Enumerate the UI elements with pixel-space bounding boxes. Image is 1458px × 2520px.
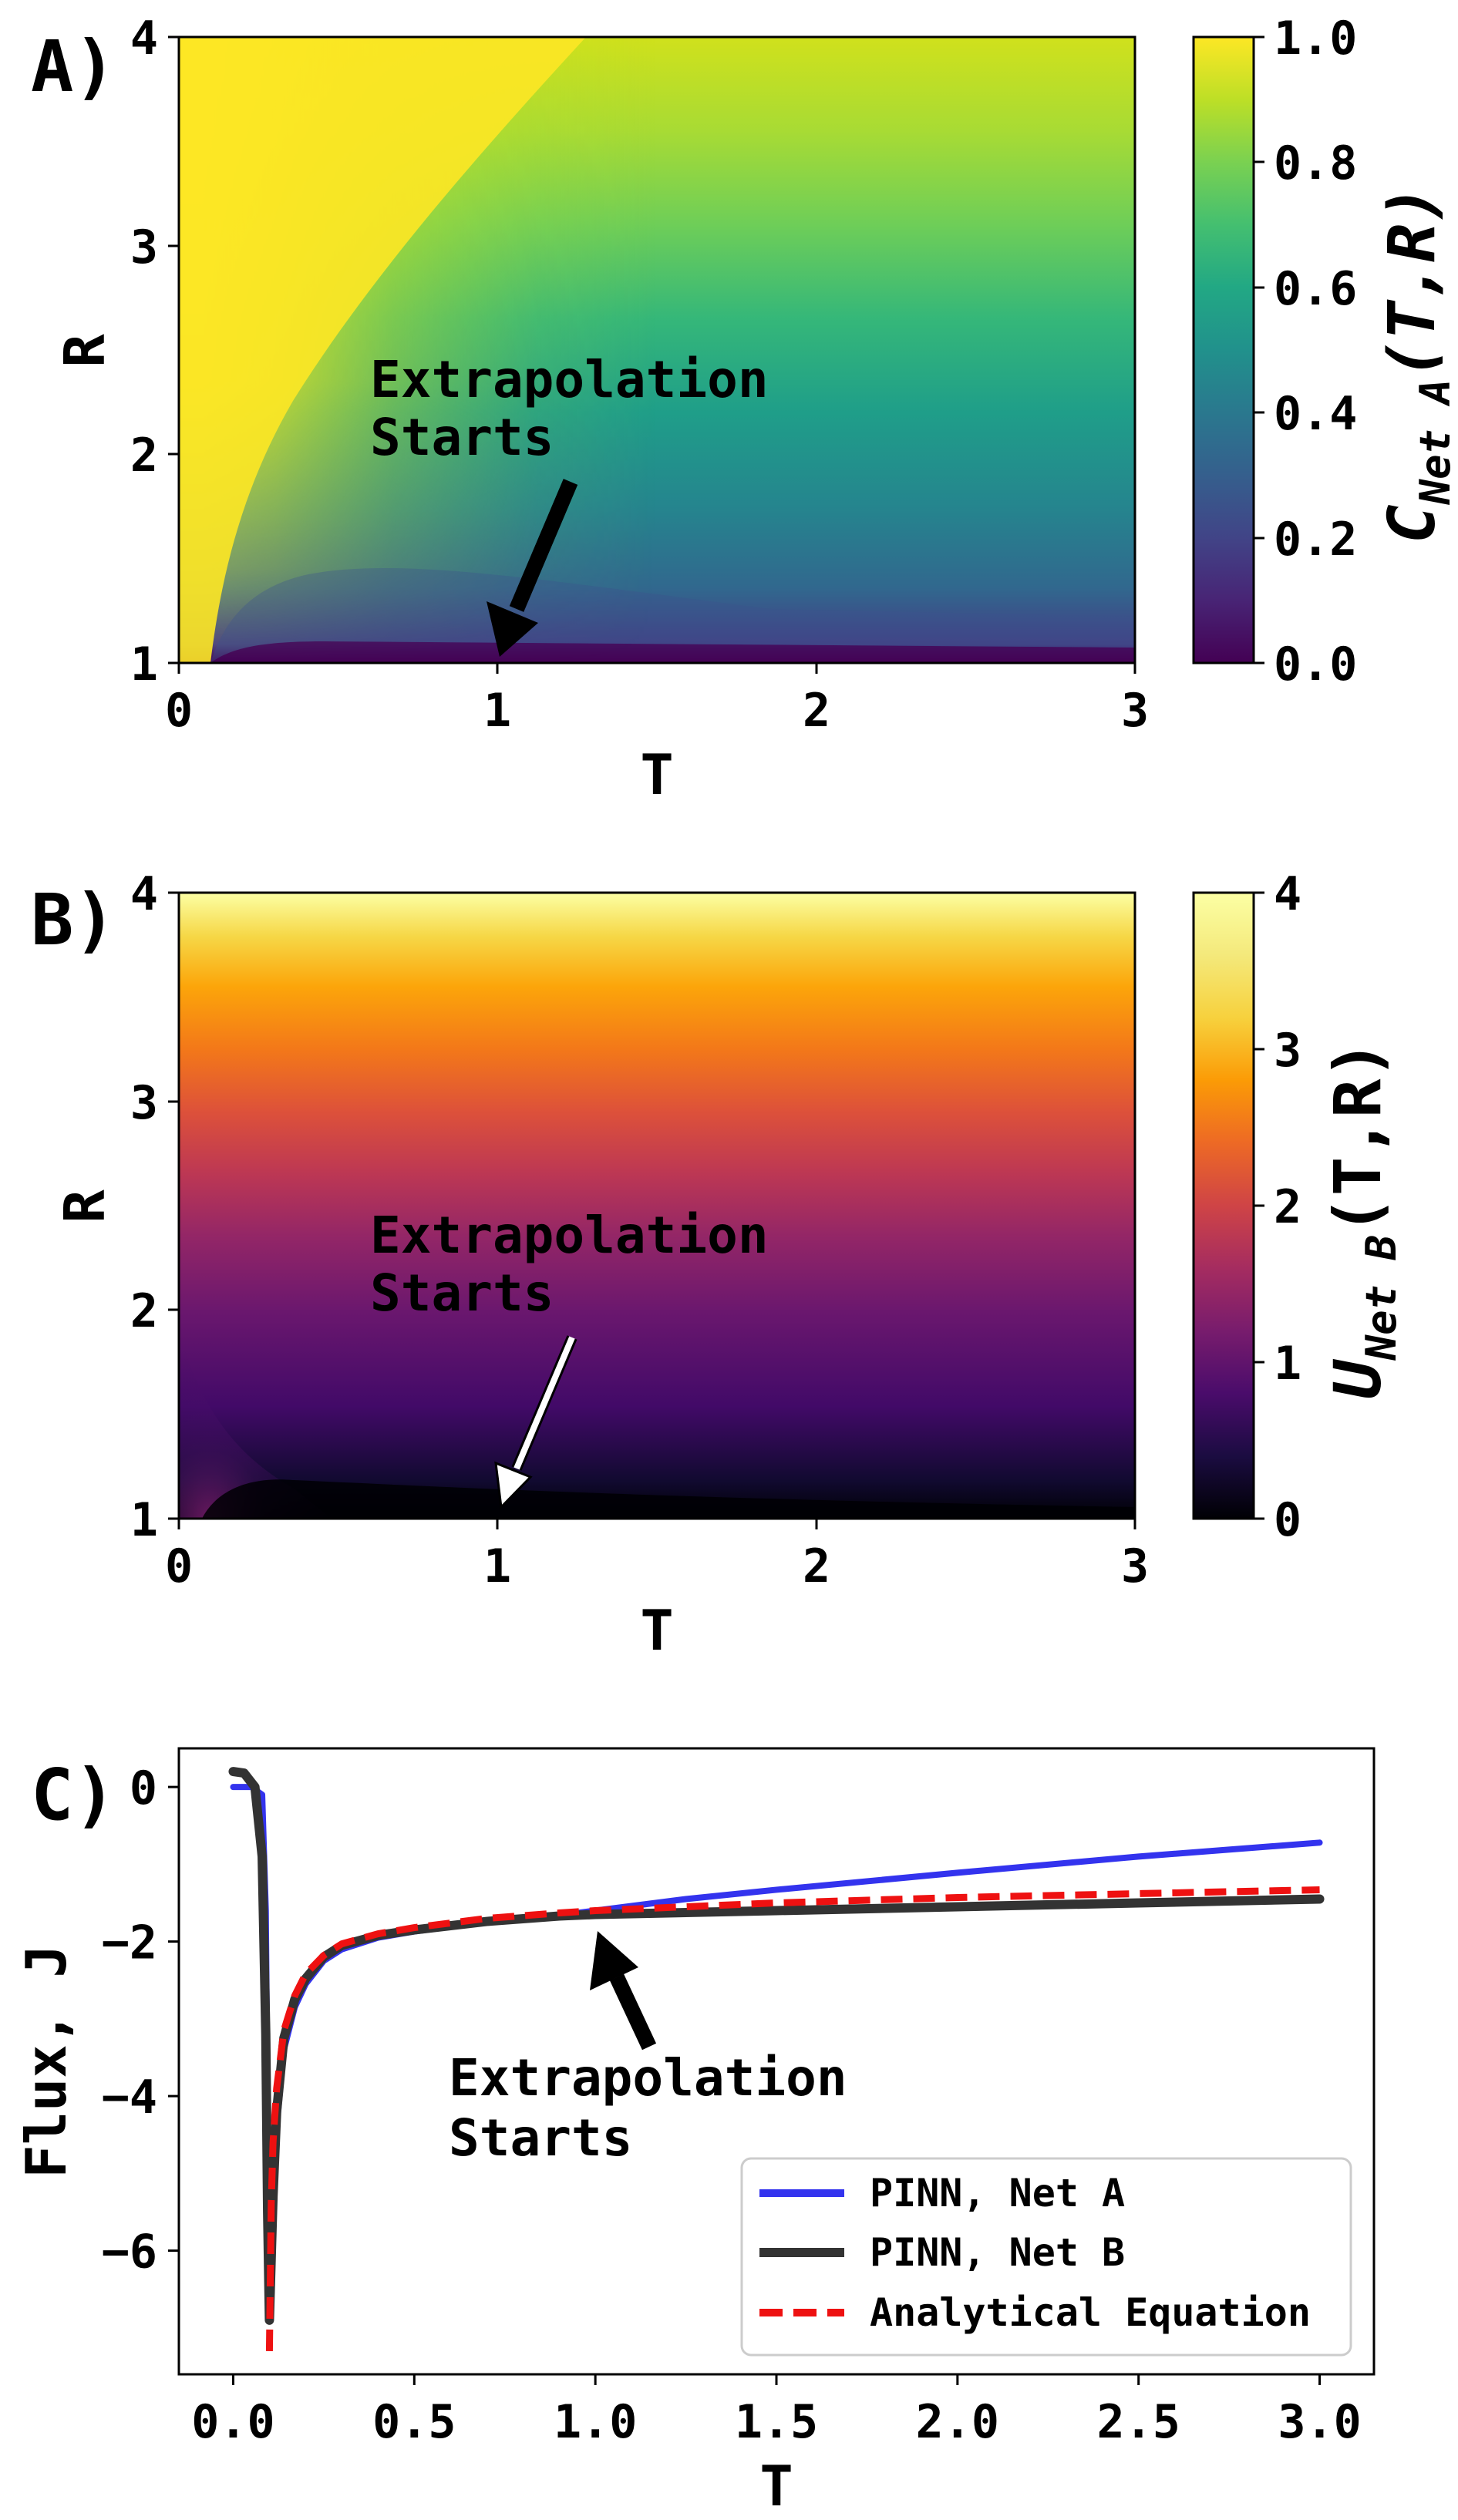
panel-b-arrow-shaft [513, 1336, 575, 1470]
panel-a-annotation-line2: Starts [370, 408, 554, 467]
panel-c-ytick: 0 [130, 1761, 157, 1815]
panel-b-xtick: 0 [165, 1539, 193, 1593]
panel-b-annotation-line2: Starts [370, 1263, 554, 1323]
panel-b-y-axis: 1 2 3 4 R [52, 867, 179, 1547]
panel-a-y-axis: 1 2 3 4 R [52, 12, 179, 691]
panel-a-colorbar-bar [1192, 35, 1255, 664]
panel-c-xtick: 3.0 [1278, 2395, 1361, 2449]
panel-c-arrow-shaft [609, 1973, 657, 2051]
panel-a-ytick: 4 [130, 12, 158, 66]
panel-a-cbar-tick: 0.6 [1274, 262, 1357, 316]
panel-a-xtick: 2 [803, 684, 830, 738]
panel-b-xlabel: T [640, 1598, 673, 1663]
panel-a-ytick: 3 [130, 220, 158, 274]
panel-b-cbar-tick: 4 [1274, 867, 1301, 921]
panel-a-arrow-shaft [509, 479, 578, 612]
panel-a-frame [177, 35, 1136, 664]
panel-b-ytick: 2 [130, 1284, 158, 1338]
panel-b-ylabel: R [52, 1189, 117, 1223]
panel-a-cbar-tick: 0.0 [1274, 638, 1357, 691]
panel-b-colorbar-bar [1192, 891, 1255, 1520]
panel-c-annotation-line2: Starts [449, 2108, 632, 2168]
panel-b-cbar-tick: 3 [1274, 1024, 1301, 1078]
panel-b-x-axis: 0 1 2 3 T [165, 1519, 1149, 1663]
panel-c-legend: PINN, Net A PINN, Net B Analytical Equat… [740, 2157, 1352, 2357]
panel-c-annotation-line1: Extrapolation [449, 2048, 847, 2108]
panel-b-xtick: 2 [803, 1539, 830, 1593]
panel-b-heatmap [177, 891, 1136, 1520]
panel-b-cbar-tick: 0 [1274, 1493, 1301, 1547]
panel-b-field-base [179, 893, 1135, 1519]
panel-b-arrow-head [494, 1461, 533, 1510]
panel-b-annotation-line1: Extrapolation [370, 1206, 769, 1265]
panel-c-series [228, 1767, 1325, 2351]
panel-b-colorbar-ticks: 0 1 2 3 4 [1254, 867, 1301, 1547]
panel-a-annotation-line1: Extrapolation [370, 350, 769, 409]
panel-c-annotation: Extrapolation Starts [449, 1931, 847, 2168]
panel-a-colorbar-ticks: 0.0 0.2 0.4 0.6 0.8 1.0 [1254, 12, 1357, 691]
panel-c-xtick: 0.5 [372, 2395, 456, 2449]
panel-c-label: C) [31, 1754, 116, 1836]
panel-c-y-axis: 0 −2 −4 −6 [102, 1761, 179, 2279]
panel-a-x-axis: 0 1 2 3 T [165, 663, 1149, 807]
panel-c: C) 0.0 0.5 1.0 1.5 2.0 2.5 3.0 0 −2 −4 −6 T Flux,… [14, 1747, 1376, 2518]
panel-b-cbar-tick: 2 [1274, 1180, 1301, 1234]
panel-c-arrow-head [590, 1931, 638, 1990]
panel-c-legend-label-analytical: Analytical Equation [870, 2290, 1311, 2335]
panel-c-series-pinn-net-b [228, 1767, 1325, 2325]
panel-b-ytick: 1 [130, 1493, 158, 1547]
panel-a-cbar-tick: 0.4 [1274, 387, 1357, 441]
panel-a-arrow-head [487, 601, 538, 657]
panel-a-label: A) [31, 25, 116, 108]
panel-a-colorbar: 0.0 0.2 0.4 0.6 0.8 1.0 CNet A(T,R) [1192, 12, 1458, 691]
panel-b-frame [177, 891, 1136, 1520]
panel-c-legend-box [740, 2157, 1352, 2357]
panel-a-xtick: 1 [483, 684, 511, 738]
panel-a-annotation: Extrapolation Starts [370, 350, 769, 657]
panel-c-xtick: 2.5 [1097, 2395, 1180, 2449]
panel-b-ytick: 4 [130, 867, 158, 921]
panel-c-ylabel: Flux, J [14, 1944, 79, 2178]
panel-c-x-axis: 0.0 0.5 1.0 1.5 2.0 2.5 3.0 [191, 2374, 1362, 2449]
panel-c-xtick: 1.5 [735, 2395, 818, 2449]
panel-b-colorbar-label: UNet B(T,R) [1320, 1040, 1406, 1399]
panel-c-legend-label-net-a: PINN, Net A [870, 2171, 1125, 2216]
panel-c-xtick: 2.0 [916, 2395, 999, 2449]
panel-b-field-corner-glow [179, 1326, 332, 1519]
panel-a-ytick: 2 [130, 429, 158, 483]
panel-a-xtick: 3 [1121, 684, 1149, 738]
panel-b-ytick: 3 [130, 1076, 158, 1130]
panel-c-ytick: −4 [102, 2071, 157, 2125]
panel-a-ytick: 1 [130, 638, 158, 691]
panel-a-xtick: 0 [165, 684, 193, 738]
panel-a-field-wedge [179, 37, 586, 663]
panel-c-xtick: 0.0 [191, 2395, 274, 2449]
panel-c-ytick: −6 [102, 2226, 157, 2279]
panel-b-cbar-tick: 1 [1274, 1337, 1301, 1391]
panel-c-legend-label-net-b: PINN, Net B [870, 2230, 1125, 2275]
panel-b-label: B) [31, 879, 116, 961]
panel-a-field-dark-strip [210, 641, 1135, 663]
panel-b-field-corner-dark [202, 1479, 1135, 1519]
panel-a-ylabel: R [52, 334, 117, 368]
panel-c-ytick: −2 [102, 1916, 157, 1970]
panel-a-cbar-tick: 0.8 [1274, 136, 1357, 190]
panel-b-colorbar: 0 1 2 3 4 UNet B(T,R) [1192, 867, 1406, 1547]
panel-c-xtick: 1.0 [554, 2395, 637, 2449]
panel-b-xtick: 1 [483, 1539, 511, 1593]
panel-a-xlabel: T [640, 742, 673, 807]
panel-a-cbar-tick: 1.0 [1274, 12, 1357, 66]
panel-a-field-dark-edge [210, 567, 1135, 663]
panel-c-xlabel: T [759, 2454, 793, 2518]
panel-b-annotation: Extrapolation Starts [370, 1206, 769, 1510]
panel-b: B) 0 1 2 3 T 1 2 3 4 R [31, 867, 1406, 1663]
panel-a-heatmap [177, 35, 1136, 664]
panel-a-cbar-tick: 0.2 [1274, 513, 1357, 567]
panel-b-xtick: 3 [1121, 1539, 1149, 1593]
panel-a: A) 0 1 2 3 T 1 2 [31, 12, 1458, 807]
panel-a-colorbar-label: CNet A(T,R) [1374, 184, 1458, 543]
